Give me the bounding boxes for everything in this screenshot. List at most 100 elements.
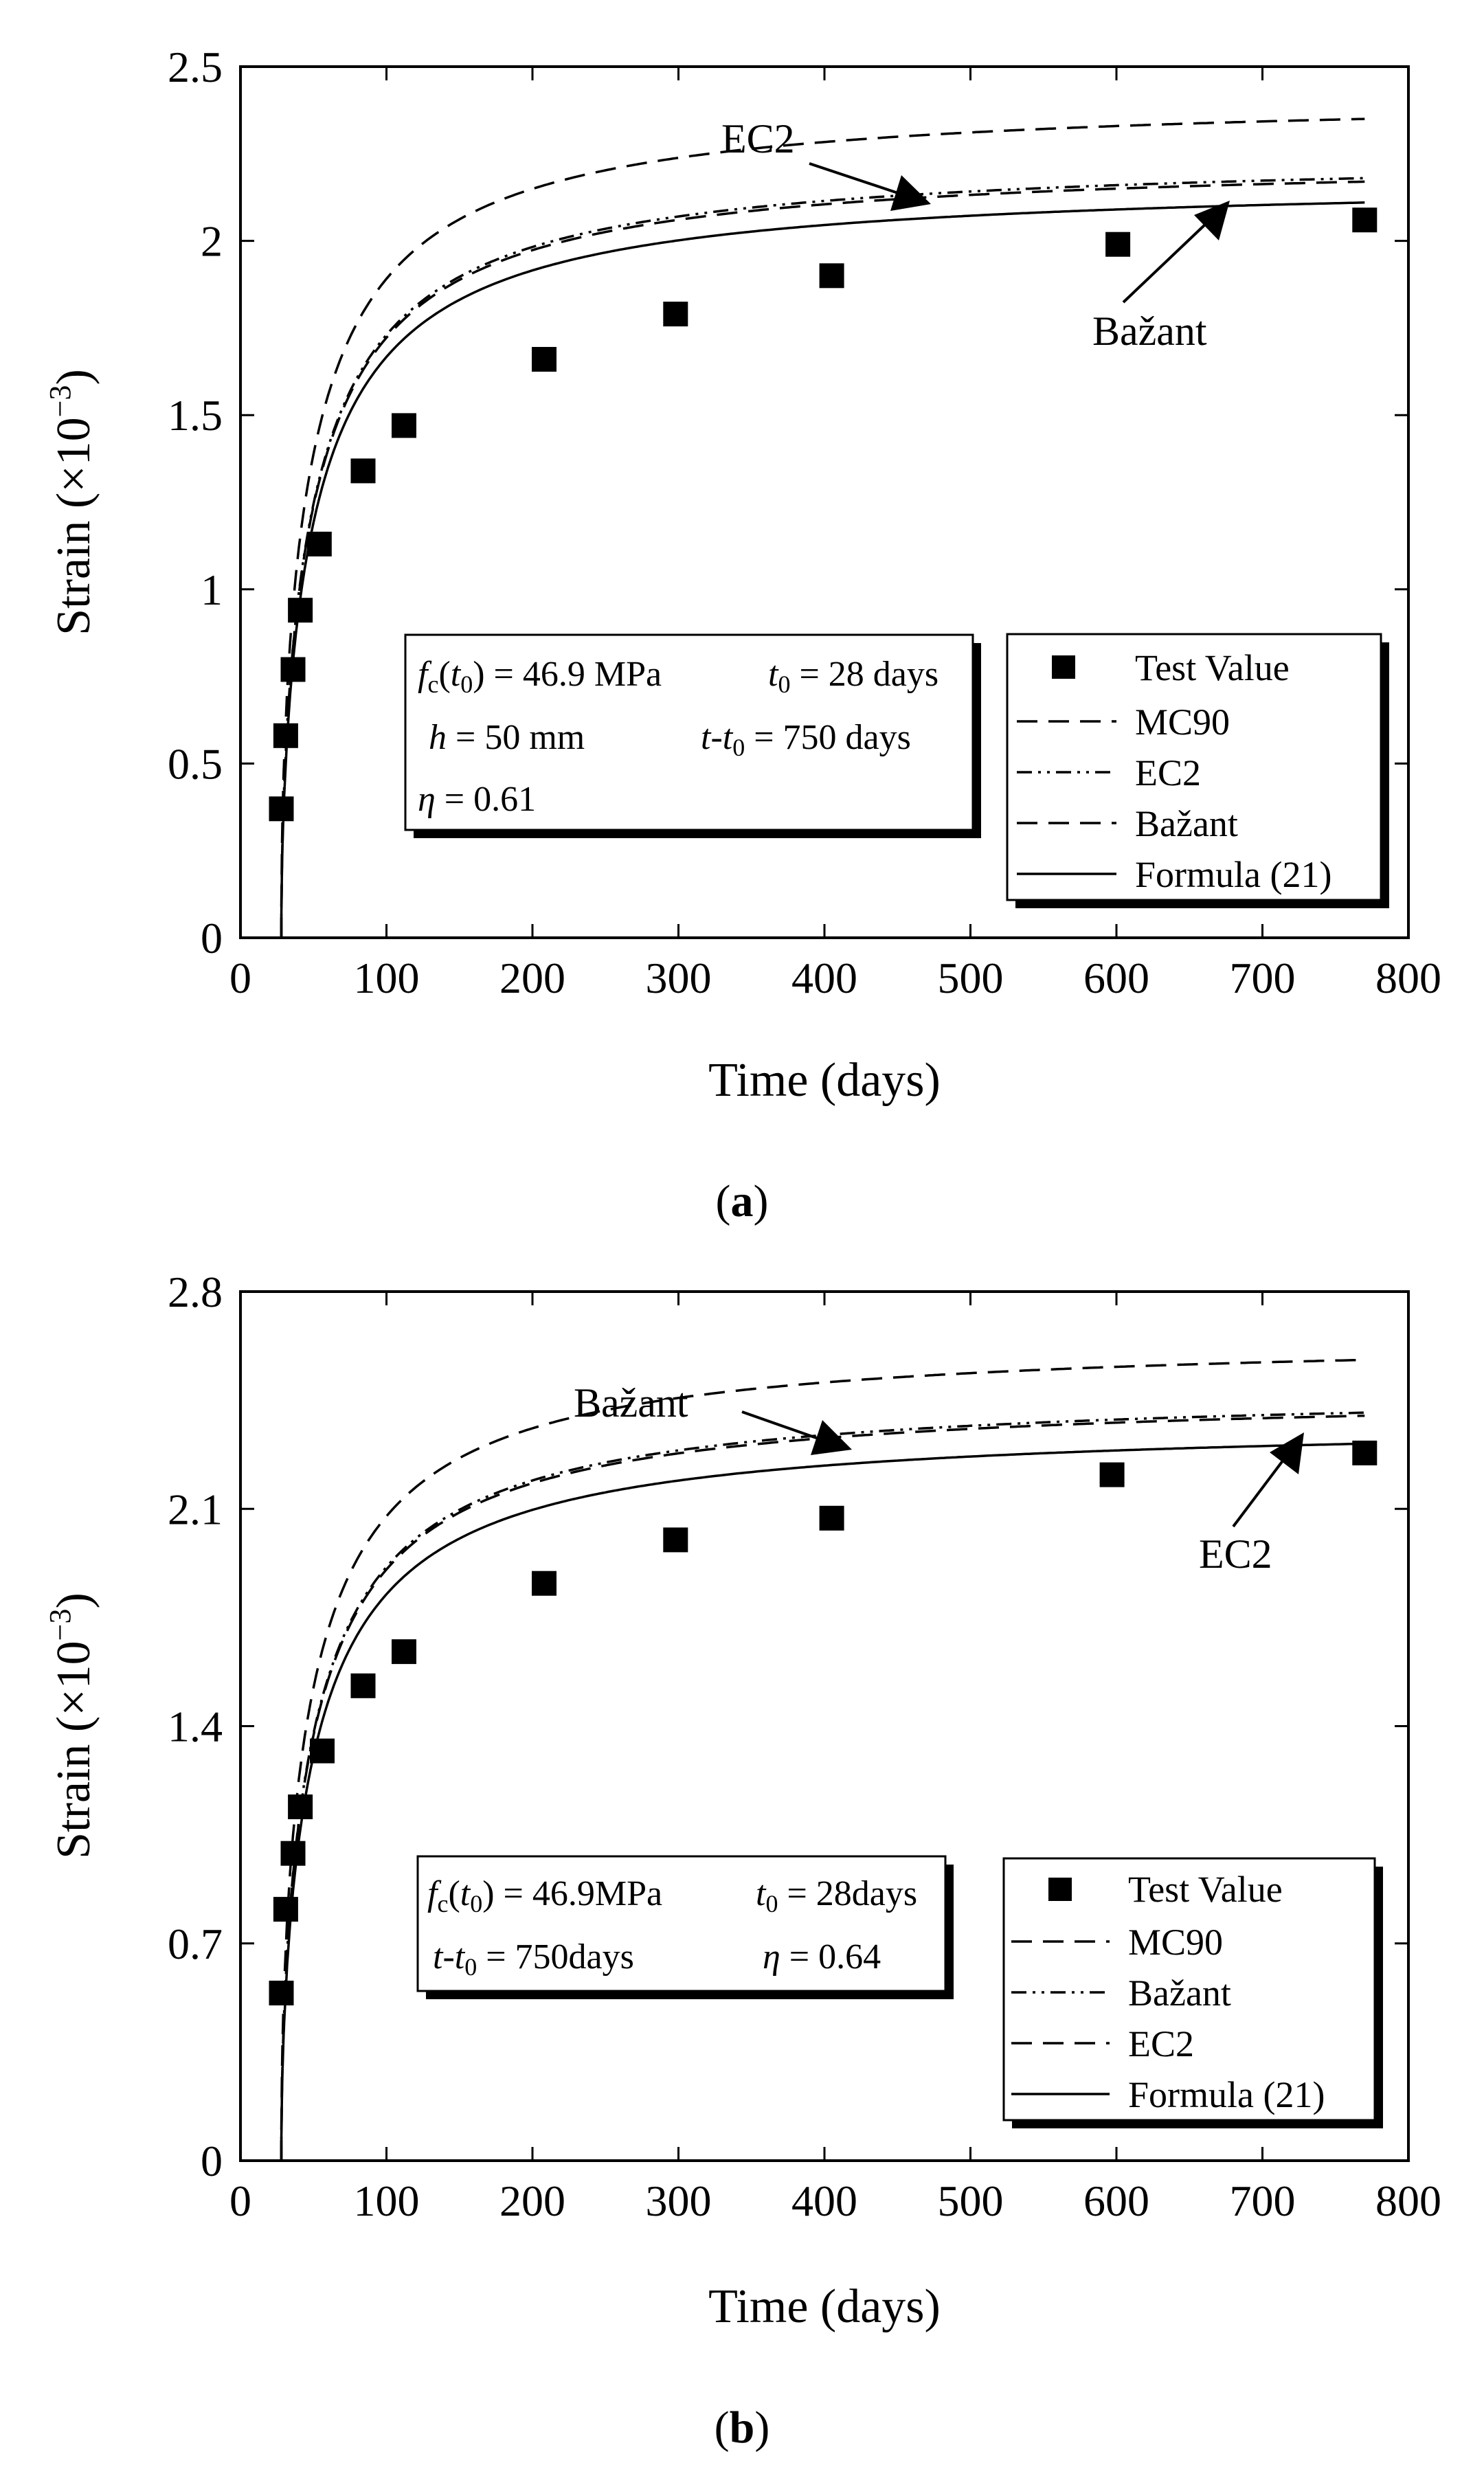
x-tick-label-a: 300 [646,954,712,1002]
y-tick-label-a: 0.5 [168,739,223,788]
legend-label-test-value-a: Test Value [1135,647,1290,688]
legend-label-ec2-a: EC2 [1135,752,1201,794]
test-value-markers-a [269,207,1378,822]
callout-bazant-arrowhead-a [1194,201,1230,240]
callout-bazant-b: Bažant [574,1380,852,1455]
x-tick-labels-a: 0 100 200 300 400 500 600 700 800 [229,954,1441,1002]
series-line-mc90-a [280,117,1365,938]
x-tick-label-b: 100 [354,2176,420,2225]
x-axis-title-b: Time (days) [708,2280,941,2333]
legend-a: Test Value MC90 EC2 Bažant Formula (21) [1006,633,1389,908]
legend-marker-test-value-a [1052,655,1075,679]
test-value-marker-b [532,1571,556,1596]
x-tick-label-a: 100 [354,954,420,1002]
callout-ec2-label-b: EC2 [1199,1531,1272,1577]
series-line-mc90-b [280,1358,1365,2161]
legend-label-test-value-b: Test Value [1128,1869,1283,1910]
y-tick-label-b: 2.1 [168,1485,223,1533]
test-value-marker-a [1105,232,1131,257]
x-tick-label-a: 600 [1083,954,1149,1002]
x-tick-label-a: 800 [1375,954,1441,1002]
test-value-marker-b [1099,1462,1125,1487]
test-value-marker-b [350,1673,376,1698]
axis-ticks-a [239,65,1410,939]
test-value-markers-b [269,1440,1378,2005]
test-value-marker-a [663,302,688,327]
legend-label-formula-b: Formula (21) [1128,2074,1325,2115]
x-tick-label-b: 600 [1083,2176,1149,2225]
y-tick-label-b: 2.8 [168,1268,223,1316]
legend-label-formula-a: Formula (21) [1135,854,1331,895]
series-line-ec2-b [280,1414,1365,2161]
x-tick-label-a: 0 [229,954,251,1002]
info-box-b: fc(t0) = 46.9MPa t0 = 28days t-t0 = 750d… [416,1855,954,1999]
test-value-marker-b [269,1981,294,2005]
legend-label-ec2-b: EC2 [1128,2023,1194,2064]
test-value-marker-a [392,413,416,438]
y-axis-title-b: Strain (×10−3) [43,1593,100,1859]
y-tick-label-a: 2 [201,217,223,266]
y-tick-label-b: 0 [201,2137,223,2185]
series-line-formula-21-a [280,201,1365,938]
x-tick-label-b: 800 [1375,2176,1441,2225]
info-h-a: h = 50 mm [429,718,585,757]
test-value-marker-b [273,1897,298,1922]
test-value-marker-a [273,723,298,748]
x-tick-label-a: 700 [1230,954,1296,1002]
test-value-marker-a [269,796,294,822]
callout-ec2-a: EC2 [721,116,931,211]
info-t0-b: t0 = 28days [756,1874,917,1917]
legend-label-bazant-a: Bažant [1135,803,1238,844]
callout-bazant-arrowhead-b [811,1420,852,1455]
series-line-ba-ant-b [280,1411,1365,2161]
legend-label-bazant-b: Bažant [1128,1972,1231,2014]
callout-bazant-label-b: Bažant [574,1380,688,1426]
info-eta-a: η = 0.61 [418,780,536,819]
y-tick-label-a: 2.5 [168,43,223,91]
x-tick-label-a: 400 [791,954,857,1002]
x-axis-title-a: Time (days) [708,1054,941,1107]
series-curves-b [280,1358,1365,2161]
x-tick-label-b: 200 [499,2176,565,2225]
series-line-ba-ant-a [280,180,1365,938]
y-tick-label-a: 1 [201,565,223,614]
x-tick-label-b: 300 [646,2176,712,2225]
test-value-marker-a [280,657,306,682]
y-tick-labels-a: 0 0.5 1 1.5 2 2.5 [168,43,223,963]
y-axis-title-a: Strain (×10−3) [43,369,100,635]
test-value-marker-b [288,1794,313,1819]
axis-ticks-b [239,1290,1410,2162]
y-tick-label-a: 1.5 [168,391,223,440]
x-tick-label-b: 0 [229,2176,251,2225]
info-strength-b: fc(t0) = 46.9MPa [427,1874,662,1917]
callout-ec2-arrowhead-a [890,175,931,211]
y-tick-label-b: 1.4 [168,1702,223,1751]
legend-b: Test Value MC90 Bažant EC2 Formula (21) [1002,1857,1383,2128]
info-t0-a: t0 = 28 days [768,655,938,698]
test-value-marker-a [350,458,376,484]
test-value-marker-b [310,1738,335,1764]
x-tick-label-a: 200 [499,954,565,1002]
callout-ec2-label-a: EC2 [721,116,795,161]
x-tick-label-b: 700 [1230,2176,1296,2225]
test-value-marker-b [392,1639,416,1665]
x-tick-label-a: 500 [938,954,1004,1002]
legend-label-mc90-a: MC90 [1135,701,1230,743]
x-tick-label-b: 400 [791,2176,857,2225]
y-tick-label-b: 0.7 [168,1920,223,1968]
legend-label-mc90-b: MC90 [1128,1922,1223,1963]
series-curves-a [280,117,1365,938]
series-line-formula-21-b [280,1442,1365,2161]
chart-panel-a: 0 100 200 300 400 500 600 700 800 0 0.5 1 1.5 2 2.5 T… [43,43,1441,1226]
caption-a: (a) [716,1176,769,1226]
y-tick-labels-b: 0 0.7 1.4 2.1 2.8 [168,1268,223,2185]
callout-ec2-b: EC2 [1199,1432,1304,1577]
test-value-marker-a [1352,207,1378,233]
test-value-marker-a [288,598,313,623]
legend-marker-test-value-b [1048,1878,1072,1901]
info-duration-b: t-t0 = 750days [433,1937,634,1981]
x-tick-labels-b: 0 100 200 300 400 500 600 700 800 [229,2176,1441,2225]
chart-panel-b: 0 100 200 300 400 500 600 700 800 00.71.42.12.8 … [43,1268,1441,2453]
y-tick-label-a: 0 [201,914,223,963]
